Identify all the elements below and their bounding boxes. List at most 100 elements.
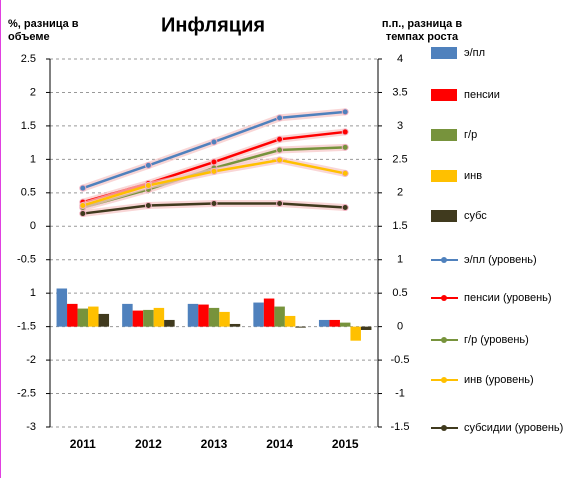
bar: [122, 303, 133, 327]
legend-item: г/р (уровень): [430, 333, 570, 347]
marker: [210, 167, 218, 175]
legend-swatch: [431, 377, 458, 383]
legend-swatch: [431, 425, 458, 431]
legend-item: пенсии: [430, 88, 570, 102]
legend-label: г/р (уровень): [464, 333, 529, 346]
bar: [153, 307, 165, 327]
y-axis-title: %, разница в объеме: [8, 18, 79, 43]
swatch: [441, 337, 447, 343]
x-tick-label: 2013: [201, 437, 228, 451]
legend-label: э/пл (уровень): [464, 253, 537, 266]
marker: [341, 143, 349, 151]
x-tick-label: 2015: [332, 437, 359, 451]
legend-swatch: [431, 295, 458, 301]
marker: [341, 204, 349, 212]
marker: [341, 128, 349, 136]
bar: [198, 304, 209, 327]
marker: [210, 138, 218, 146]
marker: [276, 135, 284, 143]
y2-tick-label: 1.5: [392, 220, 407, 232]
legend-swatch: [431, 337, 458, 343]
legend-item: э/пл: [430, 46, 570, 60]
bar: [219, 311, 230, 327]
y2-tick-label: -0.5: [391, 354, 410, 366]
y2-tick-label: 2.5: [392, 153, 407, 165]
y2-tick-label: 4: [397, 53, 403, 65]
bar: [274, 306, 285, 327]
bar: [339, 322, 351, 327]
swatch: [431, 170, 457, 182]
y-tick-label: 2.5: [21, 53, 36, 65]
bar: [229, 323, 241, 327]
y-tick-label: 0: [30, 220, 36, 232]
x-tick-label: 2011: [70, 437, 96, 451]
legend-label: пенсии (уровень): [464, 291, 552, 304]
y2-tick-label: 0.5: [392, 287, 407, 299]
bar: [295, 326, 306, 328]
bar: [284, 315, 296, 327]
y-tick-label: -2: [26, 354, 36, 366]
bar: [56, 288, 68, 327]
y2-tick-label: 0: [397, 321, 403, 333]
bar: [350, 326, 361, 341]
y-tick-label: -0.5: [17, 254, 36, 266]
legend-swatch: [431, 89, 457, 101]
legend-item: субс: [430, 209, 570, 223]
legend-label: инв (уровень): [464, 373, 534, 386]
y2-tick-label: -1: [395, 387, 405, 399]
bar: [143, 309, 154, 327]
x-tick-label: 2012: [135, 437, 162, 451]
marker: [276, 200, 284, 208]
legend-item: субсидии (уровень): [430, 421, 570, 435]
legend-label: э/пл: [464, 46, 486, 59]
y2-axis-title: п.п., разница в темпах роста: [381, 18, 463, 43]
legend-swatch: [431, 170, 457, 182]
legend-item: г/р: [430, 128, 570, 142]
chart-title: Инфляция: [161, 14, 265, 36]
marker: [341, 108, 349, 116]
legend-item: инв (уровень): [430, 373, 570, 387]
y-tick-label: 2: [30, 86, 36, 98]
y2-tick-label: 1: [397, 254, 403, 266]
x-tick-label: 2014: [266, 437, 293, 451]
legend-swatch: [431, 129, 457, 141]
legend-label: пенсии: [464, 88, 500, 101]
swatch: [441, 425, 447, 431]
legend-label: г/р: [464, 128, 478, 141]
marker: [144, 202, 152, 210]
swatch: [431, 129, 457, 141]
y-tick-label: 1: [30, 153, 36, 165]
y2-tick-label: -1.5: [391, 421, 410, 433]
legend-item: инв: [430, 169, 570, 183]
swatch: [441, 257, 447, 263]
bar: [164, 319, 175, 327]
bar: [187, 303, 199, 327]
bar: [360, 326, 372, 330]
y-tick-label: 1: [30, 287, 36, 299]
legend-label: субсидии (уровень): [464, 421, 564, 434]
marker: [276, 156, 284, 164]
y2-tick-label: 3.5: [392, 86, 407, 98]
legend-item: э/пл (уровень): [430, 253, 570, 267]
y-tick-label: 1.5: [21, 120, 36, 132]
y2-tick-label: 3: [397, 120, 403, 132]
marker: [79, 184, 87, 192]
legend-swatch: [431, 47, 457, 59]
bar: [318, 319, 330, 327]
bar: [98, 313, 110, 327]
marker: [79, 202, 87, 210]
swatch: [441, 377, 447, 383]
marker: [210, 200, 218, 208]
legend-label: субс: [464, 209, 487, 222]
bar: [263, 298, 275, 327]
swatch: [431, 47, 457, 59]
bar: [132, 310, 144, 327]
bar: [329, 319, 340, 327]
marker: [144, 161, 152, 169]
bar: [67, 303, 78, 327]
y-tick-label: -3: [26, 421, 36, 433]
marker: [276, 146, 284, 154]
bar: [77, 308, 89, 327]
